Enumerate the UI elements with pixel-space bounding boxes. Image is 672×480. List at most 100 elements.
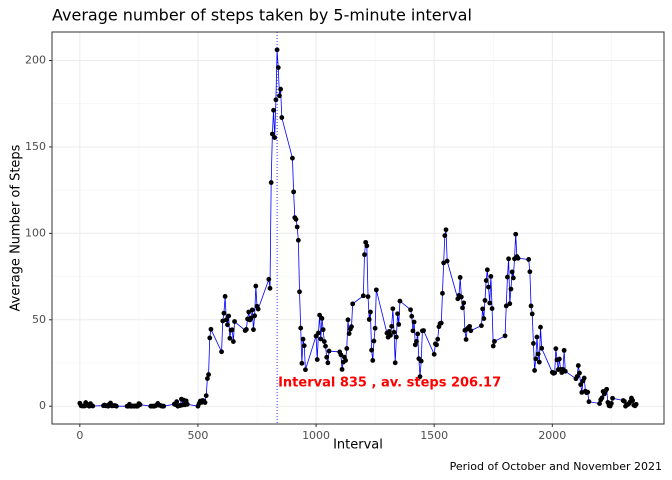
data-point bbox=[460, 305, 465, 311]
data-point bbox=[290, 155, 295, 161]
data-point bbox=[532, 368, 537, 373]
data-point bbox=[440, 290, 445, 296]
data-point bbox=[415, 331, 421, 337]
data-point bbox=[461, 300, 467, 306]
data-point bbox=[443, 227, 449, 233]
data-point bbox=[414, 338, 419, 344]
data-point bbox=[513, 231, 519, 237]
data-point bbox=[299, 360, 305, 366]
data-point bbox=[539, 345, 545, 351]
data-point bbox=[463, 337, 469, 342]
data-point bbox=[483, 278, 489, 283]
data-point bbox=[434, 342, 439, 348]
data-point bbox=[365, 294, 371, 300]
data-point bbox=[294, 224, 300, 230]
data-point bbox=[368, 309, 373, 315]
data-point bbox=[386, 328, 392, 334]
data-point bbox=[372, 325, 378, 331]
data-point bbox=[507, 301, 513, 307]
data-point bbox=[533, 356, 539, 362]
data-point bbox=[269, 131, 275, 137]
data-point bbox=[492, 338, 497, 344]
data-point bbox=[268, 180, 274, 185]
annotation: Interval 835 , av. steps 206.17 bbox=[278, 376, 501, 391]
data-point bbox=[608, 401, 614, 406]
data-point bbox=[362, 252, 367, 258]
data-point bbox=[207, 335, 213, 341]
data-point bbox=[221, 310, 227, 316]
data-point bbox=[409, 313, 415, 319]
data-point bbox=[502, 333, 508, 339]
data-point bbox=[510, 275, 516, 281]
data-point bbox=[526, 257, 532, 262]
data-point bbox=[630, 398, 636, 403]
data-point bbox=[225, 322, 230, 328]
data-point bbox=[527, 269, 533, 275]
data-point bbox=[366, 317, 372, 322]
data-point bbox=[531, 341, 536, 346]
data-point bbox=[350, 301, 356, 307]
data-point bbox=[391, 329, 397, 335]
data-point bbox=[370, 357, 376, 363]
data-point bbox=[339, 366, 345, 372]
x-tick-label: 0 bbox=[76, 429, 83, 442]
data-point bbox=[438, 320, 444, 326]
data-point bbox=[277, 93, 282, 99]
data-point bbox=[208, 326, 214, 332]
y-axis-label: Average Number of Steps bbox=[9, 144, 24, 311]
data-point bbox=[219, 349, 224, 355]
data-point bbox=[536, 359, 542, 365]
data-point bbox=[349, 324, 354, 330]
data-point bbox=[248, 315, 254, 321]
data-point bbox=[484, 267, 490, 273]
panel-border bbox=[51, 31, 665, 425]
data-point bbox=[479, 323, 484, 329]
data-point bbox=[441, 260, 447, 266]
data-point bbox=[577, 370, 582, 376]
data-point bbox=[364, 243, 370, 249]
chart-title: Average number of steps taken by 5-minut… bbox=[52, 6, 472, 25]
data-point bbox=[303, 367, 308, 373]
data-point bbox=[633, 401, 639, 407]
data-point bbox=[293, 216, 299, 222]
data-point bbox=[279, 115, 285, 120]
data-point bbox=[222, 294, 228, 299]
data-point bbox=[230, 339, 236, 344]
data-point bbox=[300, 336, 306, 342]
data-point bbox=[482, 298, 488, 303]
data-point bbox=[562, 368, 568, 374]
data-point bbox=[397, 298, 403, 304]
data-point bbox=[468, 328, 474, 334]
y-tick-label: 150 bbox=[25, 140, 46, 153]
data-point bbox=[489, 306, 495, 311]
x-tick-label: 1000 bbox=[302, 429, 330, 442]
data-point bbox=[574, 374, 580, 379]
y-tick-label: 0 bbox=[39, 399, 46, 412]
data-point bbox=[503, 303, 509, 309]
x-tick-label: 1500 bbox=[420, 429, 448, 442]
data-point bbox=[346, 331, 352, 337]
data-point bbox=[90, 403, 96, 409]
data-point bbox=[266, 276, 272, 282]
data-point bbox=[243, 327, 249, 332]
data-point bbox=[599, 395, 605, 401]
data-point bbox=[271, 107, 276, 113]
data-point bbox=[324, 354, 330, 360]
data-point bbox=[275, 65, 281, 71]
data-point bbox=[227, 335, 233, 341]
data-point bbox=[325, 360, 331, 366]
data-point bbox=[321, 339, 327, 344]
data-point bbox=[249, 307, 255, 313]
data-point bbox=[206, 372, 211, 377]
caption: Period of October and November 2021 bbox=[450, 460, 662, 473]
data-point bbox=[114, 403, 119, 409]
data-point bbox=[421, 328, 426, 333]
data-point bbox=[389, 323, 395, 329]
data-point bbox=[487, 300, 493, 306]
data-point bbox=[586, 399, 592, 405]
data-point bbox=[390, 306, 396, 312]
data-point bbox=[360, 293, 366, 299]
data-point bbox=[373, 287, 379, 293]
data-point bbox=[326, 348, 332, 354]
data-point bbox=[291, 189, 297, 195]
